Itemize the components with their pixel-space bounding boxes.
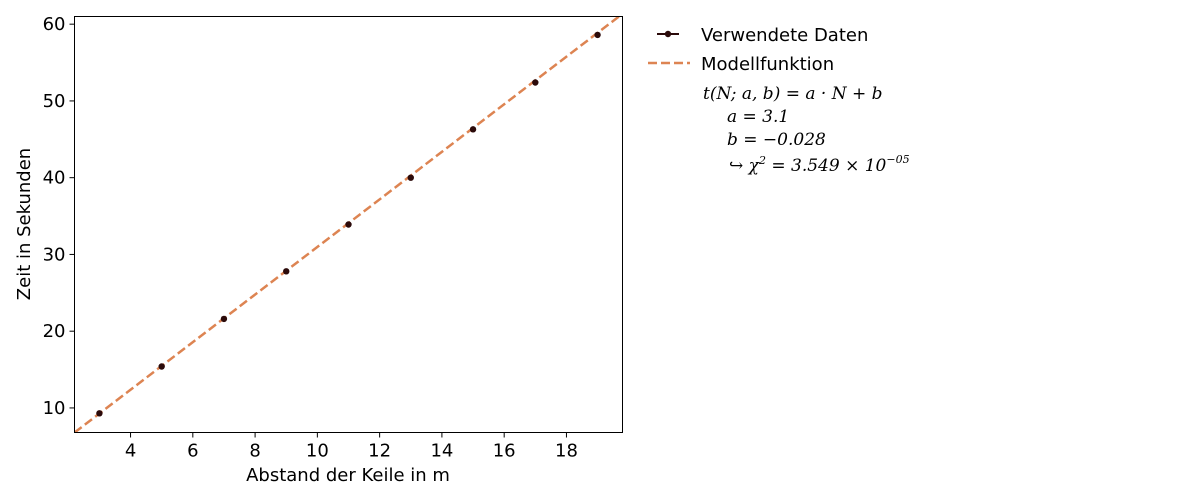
data-point	[594, 31, 601, 39]
y-axis-label: Zeit in Sekunden	[14, 148, 35, 300]
legend-model-label: Modellfunktion	[701, 54, 834, 75]
y-tick-label: 20	[43, 321, 66, 342]
plot-frame	[74, 16, 623, 433]
model-formula: t(N; a, b) = a · N + b	[703, 84, 883, 104]
x-tick-label: 8	[249, 441, 260, 462]
chi-power: −05	[886, 153, 909, 166]
chi-exponent: 2	[758, 154, 766, 167]
data-point	[469, 126, 477, 133]
x-tick-label: 14	[430, 441, 453, 462]
data-point	[407, 174, 414, 181]
legend: Verwendete Daten Modellfunktion t(N; a, …	[648, 25, 910, 176]
chi-square: ↪ χ2 = 3.549 × 10−05	[729, 153, 910, 176]
data-point	[532, 79, 539, 86]
y-tick-label: 50	[43, 91, 66, 112]
chi-value: = 3.549 × 10	[766, 156, 887, 176]
y-tick-label: 40	[43, 168, 66, 189]
x-tick-label: 18	[555, 441, 578, 462]
x-tick-label: 16	[493, 441, 516, 462]
x-axis: 4 6 8 10 12 14 16 18	[125, 432, 578, 462]
x-tick-label: 12	[368, 441, 391, 462]
x-tick-label: 10	[306, 441, 329, 462]
legend-data-marker	[664, 30, 672, 38]
data-point	[283, 268, 290, 275]
plot-area	[74, 16, 622, 433]
chi-prefix: ↪ χ	[729, 156, 761, 176]
x-axis-label: Abstand der Keile in m	[246, 465, 450, 486]
y-tick-label: 10	[43, 398, 66, 419]
data-point	[220, 315, 228, 323]
x-tick-label: 6	[187, 441, 198, 462]
param-a: a = 3.1	[727, 107, 789, 127]
y-axis: 10 20 30 40 50 60	[43, 14, 75, 419]
data-point	[345, 221, 352, 228]
y-tick-label: 30	[43, 244, 66, 265]
data-point	[158, 363, 165, 370]
y-tick-label: 60	[43, 14, 66, 35]
x-tick-label: 4	[125, 441, 136, 462]
data-point	[96, 410, 103, 417]
param-b: b = −0.028	[727, 130, 826, 150]
legend-data-label: Verwendete Daten	[701, 25, 868, 46]
